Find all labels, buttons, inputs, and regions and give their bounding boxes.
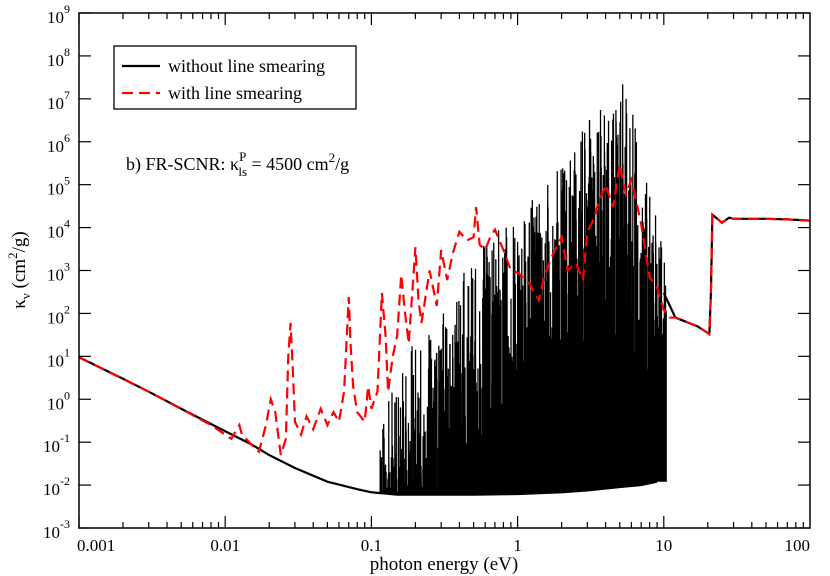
legend: without line smearing with line smearing — [113, 45, 357, 110]
series-layer — [79, 84, 810, 496]
x-tick-label: 0.1 — [361, 536, 382, 555]
y-tick-label: 104 — [47, 217, 70, 242]
y-tick-label: 10-3 — [43, 517, 70, 542]
legend-label-with-line-smearing: with line smearing — [168, 83, 302, 103]
series-without-line-smearing-forest — [379, 84, 667, 495]
y-tick-label: 10-2 — [43, 474, 70, 499]
x-tick-label: 0.01 — [210, 536, 240, 555]
x-tick-label: 0.001 — [77, 536, 115, 555]
y-tick-label: 108 — [47, 45, 70, 70]
y-tick-label: 105 — [47, 174, 70, 199]
legend-label-without-line-smearing: without line smearing — [168, 56, 325, 76]
x-tick-label: 1 — [513, 536, 522, 555]
y-tick-label: 100 — [47, 388, 70, 413]
y-tick-label: 109 — [47, 2, 70, 27]
y-tick-labels: 10-3 10-2 10-1 100 101 102 103 104 105 106 107 108 1… — [43, 2, 70, 542]
y-tick-label: 101 — [47, 345, 70, 370]
y-tick-label: 106 — [47, 131, 70, 156]
x-tick-label: 10 — [655, 536, 672, 555]
x-axis-label: photon energy (eV) — [370, 554, 518, 575]
y-tick-label: 103 — [47, 260, 70, 285]
y-tick-label: 102 — [47, 302, 70, 327]
annotation-kappa-planck: b) FR-SCNR: κP ls = 4500 cm2/g — [126, 149, 349, 179]
legend-box — [113, 45, 357, 110]
y-tick-label: 107 — [47, 88, 70, 113]
y-tick-label: 10-1 — [43, 431, 70, 456]
x-tick-labels: 0.001 0.01 0.1 1 10 100 — [77, 536, 810, 555]
plot-frame — [78, 12, 811, 529]
y-axis-label: κν (cm2/g) — [5, 231, 33, 308]
series-with-line-smearing — [79, 163, 810, 456]
x-tick-label: 100 — [785, 536, 811, 555]
